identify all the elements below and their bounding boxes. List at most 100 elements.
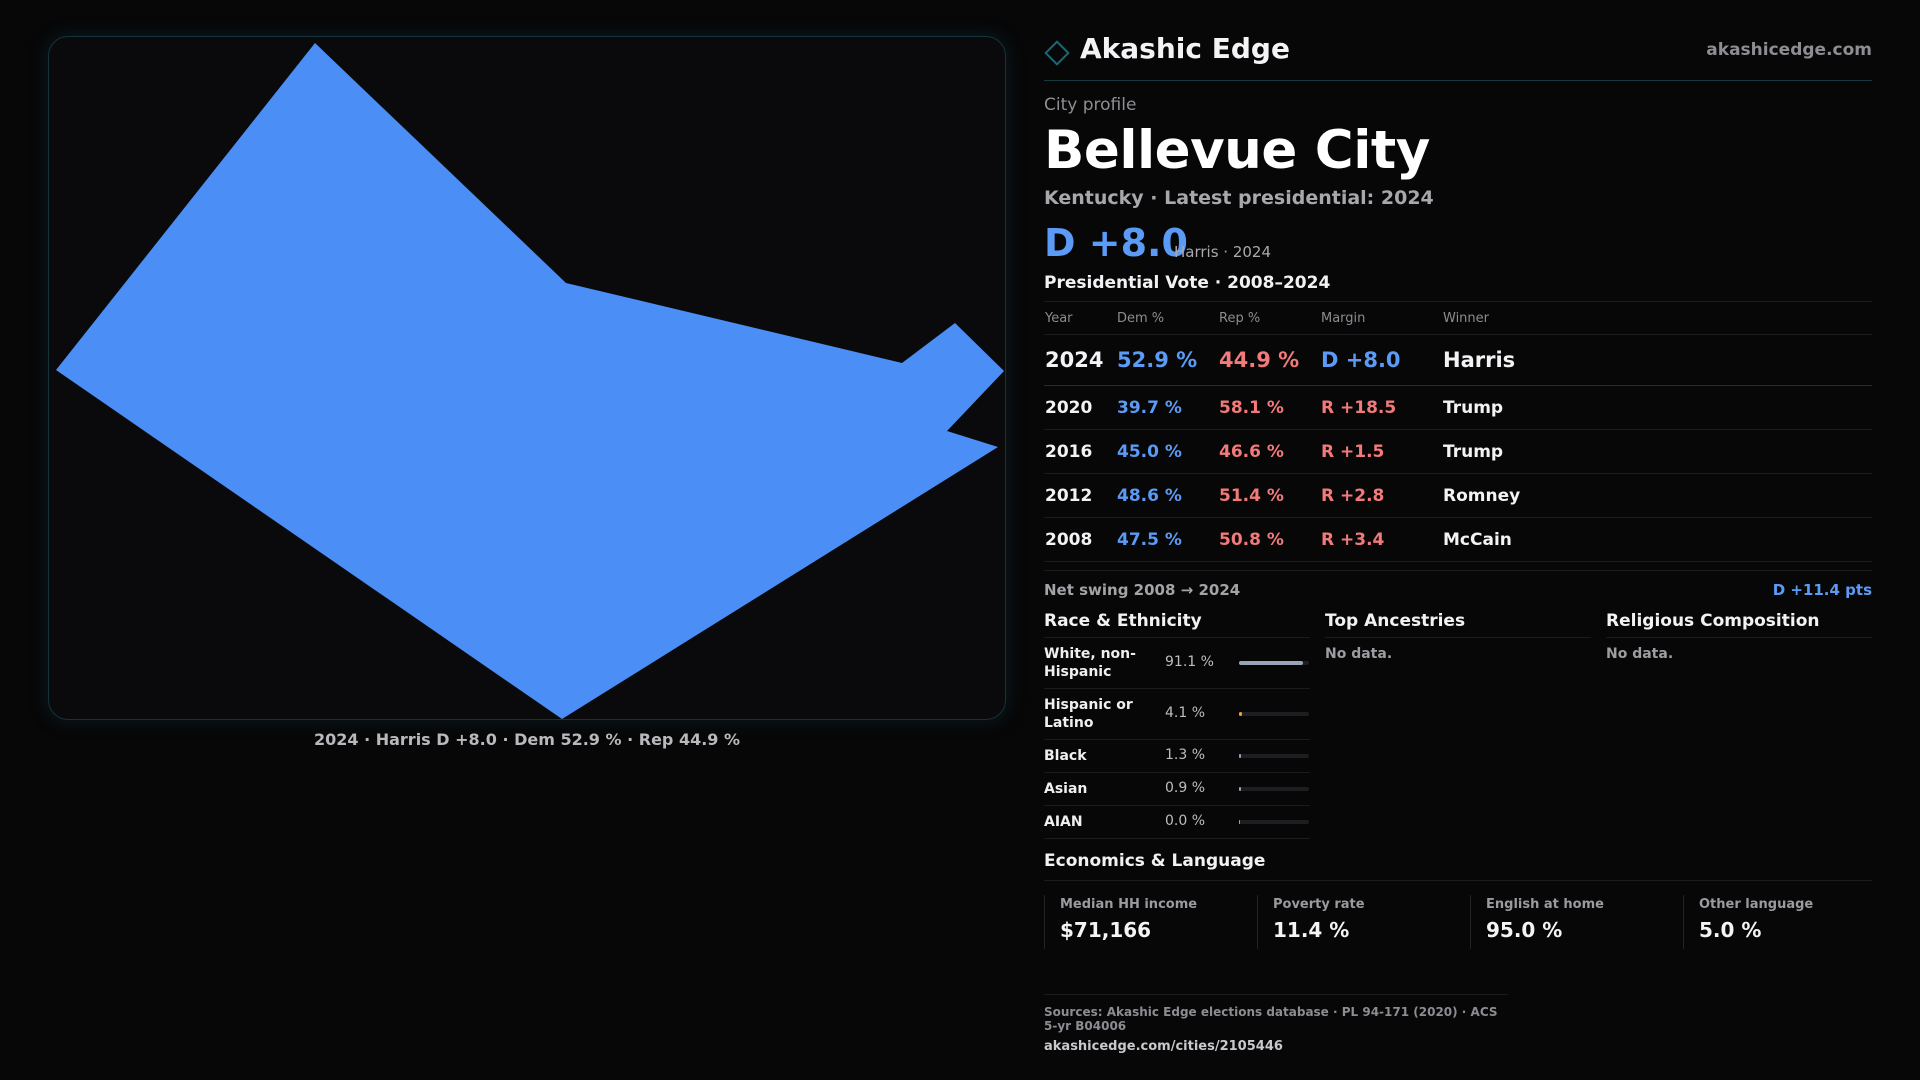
vote-year: 2008 <box>1044 517 1116 562</box>
vote-rep-pct: 51.4 % <box>1218 473 1320 518</box>
race-row: AIAN 0.0 % <box>1044 806 1310 839</box>
profile-panel: Akashic Edge akashicedge.com City profil… <box>1044 30 1872 967</box>
page-kicker: City profile <box>1044 95 1137 115</box>
net-swing-label: Net swing 2008 → 2024 <box>1044 581 1241 599</box>
vote-margin: R +18.5 <box>1320 385 1442 430</box>
economics-stats: Median HH income $71,166 Poverty rate 11… <box>1044 895 1872 967</box>
city-boundary-svg <box>56 43 1004 719</box>
stat-income: Median HH income $71,166 <box>1044 895 1240 949</box>
vote-rep-pct: 50.8 % <box>1218 517 1320 562</box>
race-title: Race & Ethnicity <box>1044 605 1310 638</box>
race-label: AIAN <box>1044 814 1083 830</box>
col-winner: Winner <box>1442 302 1872 335</box>
page-title: Bellevue City <box>1044 120 1430 181</box>
vote-year: 2020 <box>1044 385 1116 430</box>
col-rep: Rep % <box>1218 302 1320 335</box>
race-bar-track <box>1239 712 1309 716</box>
sources-url[interactable]: akashicedge.com/cities/2105446 <box>1044 1039 1283 1054</box>
vote-year: 2016 <box>1044 429 1116 474</box>
sources-text: Sources: Akashic Edge elections database… <box>1044 1005 1498 1033</box>
stat-label: English at home <box>1486 897 1604 912</box>
vote-dem-pct: 39.7 % <box>1116 385 1218 430</box>
race-bar-track <box>1239 820 1309 824</box>
race-pct: 91.1 % <box>1165 654 1214 670</box>
sources-footer: Sources: Akashic Edge elections database… <box>1044 994 1508 1054</box>
net-swing: Net swing 2008 → 2024 D +11.4 pts <box>1044 570 1872 603</box>
page-subtitle: Kentucky · Latest presidential: 2024 <box>1044 187 1434 209</box>
economics-title: Economics & Language <box>1044 851 1872 881</box>
vote-margin: R +3.4 <box>1320 517 1442 562</box>
vote-rep-pct: 44.9 % <box>1218 334 1320 386</box>
vote-year: 2012 <box>1044 473 1116 518</box>
stat-value: 95.0 % <box>1486 918 1563 942</box>
stat-other-language: Other language 5.0 % <box>1683 895 1879 949</box>
race-bar-track <box>1239 787 1309 791</box>
religion-title: Religious Composition <box>1606 605 1872 638</box>
race-bar-fill <box>1239 712 1242 716</box>
ancestry-empty: No data. <box>1325 646 1393 662</box>
headline-result: D +8.0 Harris · 2024 <box>1044 221 1872 267</box>
vote-winner: Trump <box>1442 385 1872 430</box>
vote-year: 2024 <box>1044 334 1116 386</box>
net-swing-value: D +11.4 pts <box>1772 581 1872 599</box>
vote-winner: Harris <box>1442 334 1872 386</box>
vote-table-header: Year Dem % Rep % Margin Winner <box>1044 302 1872 335</box>
vote-winner: Trump <box>1442 429 1872 474</box>
headline-margin: D +8.0 <box>1044 221 1188 265</box>
city-boundary-map[interactable] <box>48 36 1006 720</box>
stat-label: Median HH income <box>1060 897 1198 912</box>
race-pct: 4.1 % <box>1165 705 1206 721</box>
vote-dem-pct: 52.9 % <box>1116 334 1218 386</box>
diamond-icon <box>1044 40 1070 66</box>
vote-margin: D +8.0 <box>1320 334 1442 386</box>
vote-dem-pct: 45.0 % <box>1116 429 1218 474</box>
vote-dem-pct: 47.5 % <box>1116 517 1218 562</box>
stat-value: 5.0 % <box>1699 918 1762 942</box>
vote-row: 2012 48.6 % 51.4 % R +2.8 Romney <box>1044 473 1872 518</box>
race-row: Asian 0.9 % <box>1044 773 1310 806</box>
race-label: Asian <box>1044 781 1088 797</box>
religion-empty: No data. <box>1606 646 1674 662</box>
demographics: Race & Ethnicity White, non-Hispanic 91.1… <box>1044 605 1872 845</box>
stat-label: Other language <box>1699 897 1814 912</box>
vote-row: 2024 52.9 % 44.9 % D +8.0 Harris <box>1044 334 1872 386</box>
race-bar-fill <box>1239 754 1241 758</box>
vote-row: 2008 47.5 % 50.8 % R +3.4 McCain <box>1044 517 1872 562</box>
col-margin: Margin <box>1320 302 1442 335</box>
brand-name[interactable]: Akashic Edge <box>1080 32 1290 65</box>
vote-row: 2016 45.0 % 46.6 % R +1.5 Trump <box>1044 429 1872 474</box>
header: Akashic Edge akashicedge.com <box>1044 30 1872 81</box>
race-row: Hispanic or Latino 4.1 % <box>1044 689 1310 740</box>
race-label: Black <box>1044 748 1087 764</box>
stat-value: 11.4 % <box>1273 918 1350 942</box>
vote-dem-pct: 48.6 % <box>1116 473 1218 518</box>
map-caption: 2024 · Harris D +8.0 · Dem 52.9 % · Rep … <box>313 730 741 749</box>
race-bar-track <box>1239 754 1309 758</box>
col-dem: Dem % <box>1116 302 1218 335</box>
stat-label: Poverty rate <box>1273 897 1365 912</box>
race-pct: 1.3 % <box>1165 747 1206 763</box>
race-row: White, non-Hispanic 91.1 % <box>1044 638 1310 689</box>
religion-panel: Religious Composition No data. <box>1606 605 1872 662</box>
headline-note: Harris · 2024 <box>1174 243 1272 261</box>
race-bar-fill <box>1239 661 1303 665</box>
vote-rep-pct: 46.6 % <box>1218 429 1320 474</box>
vote-winner: McCain <box>1442 517 1872 562</box>
race-bar-fill <box>1239 820 1240 824</box>
ancestry-panel: Top Ancestries No data. <box>1325 605 1591 662</box>
race-pct: 0.0 % <box>1165 813 1206 829</box>
race-bar-fill <box>1239 787 1241 791</box>
site-link[interactable]: akashicedge.com <box>1706 40 1872 60</box>
race-label: White, non-Hispanic <box>1044 646 1136 680</box>
vote-margin: R +1.5 <box>1320 429 1442 474</box>
vote-row: 2020 39.7 % 58.1 % R +18.5 Trump <box>1044 385 1872 430</box>
stat-poverty: Poverty rate 11.4 % <box>1257 895 1453 949</box>
vote-winner: Romney <box>1442 473 1872 518</box>
stat-value: $71,166 <box>1060 918 1152 942</box>
city-boundary-shape[interactable] <box>56 43 1004 719</box>
vote-margin: R +2.8 <box>1320 473 1442 518</box>
stat-english: English at home 95.0 % <box>1470 895 1666 949</box>
vote-rep-pct: 58.1 % <box>1218 385 1320 430</box>
col-year: Year <box>1044 302 1116 335</box>
race-bar-track <box>1239 661 1309 665</box>
